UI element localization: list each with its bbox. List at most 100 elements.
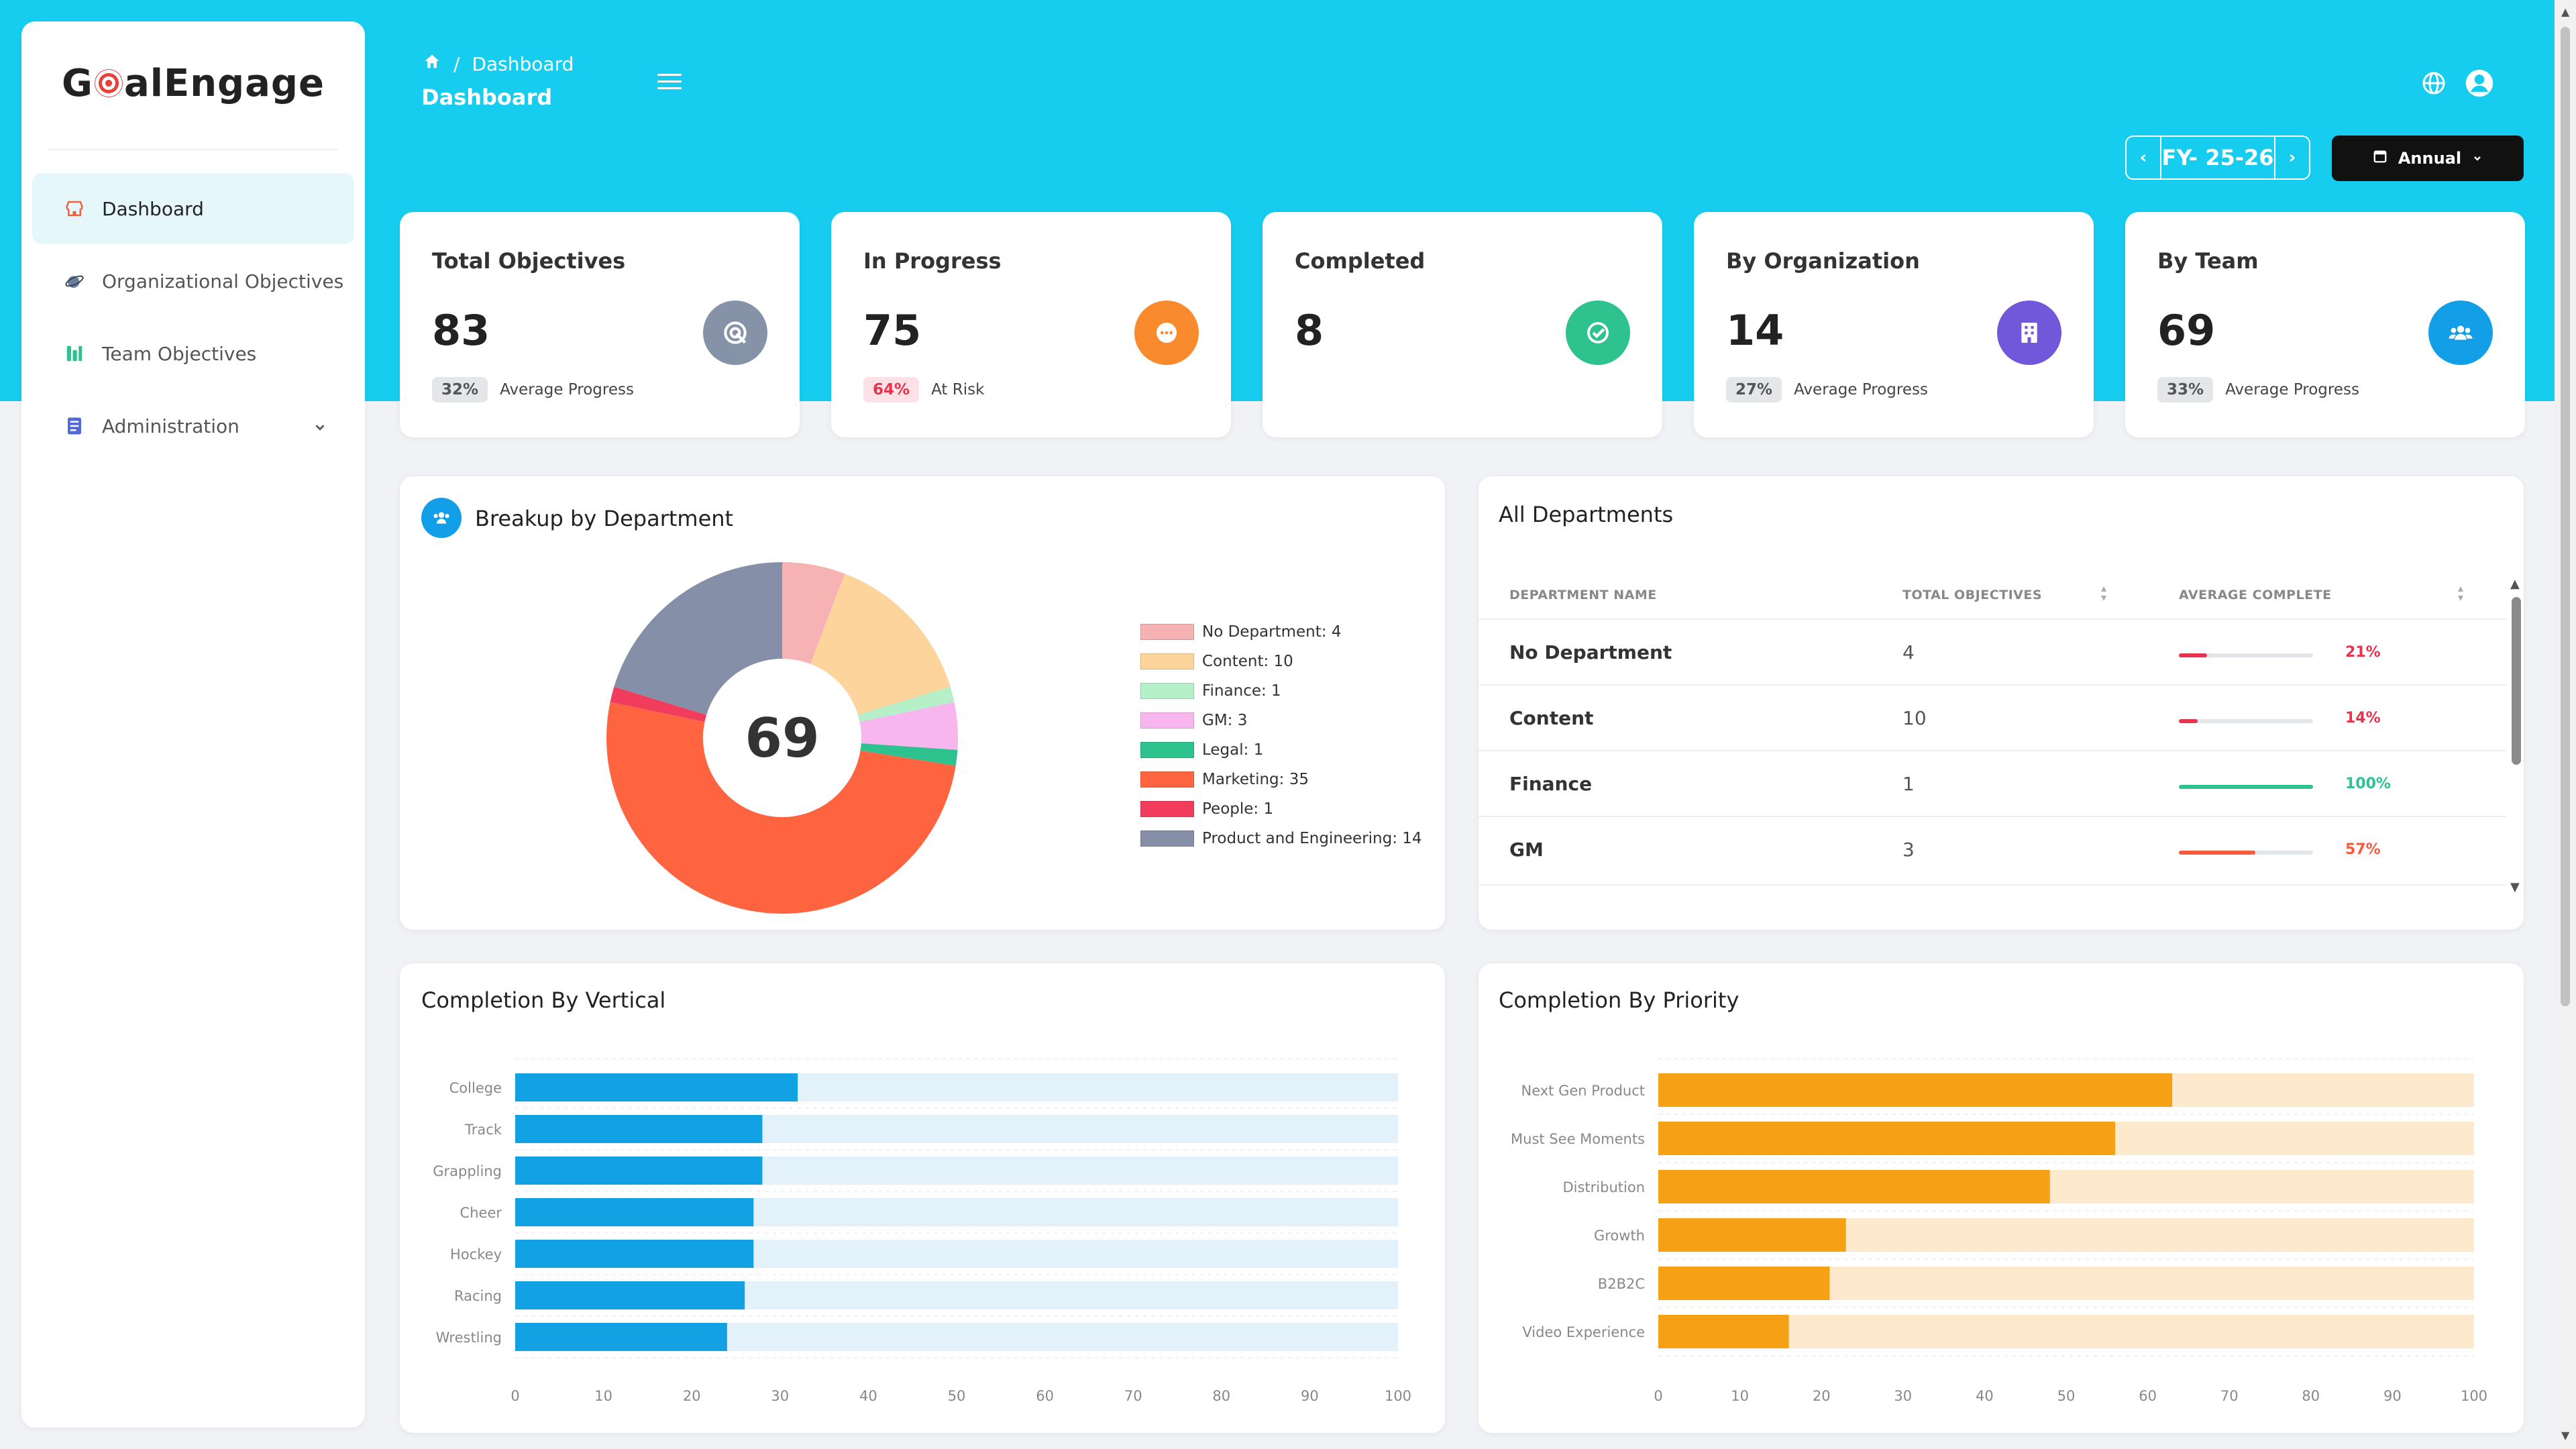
category-label: Cheer [460,1205,502,1221]
team-icon [421,498,462,538]
legend-item[interactable]: Legal: 1 [1140,735,1422,765]
fiscal-year-label[interactable]: FY- 25-26 [2160,137,2275,178]
card-title: Completion By Vertical [421,987,666,1013]
completion-by-vertical-card: Completion By Vertical College Track Grapp… [400,963,1445,1433]
legend-swatch [1140,653,1194,669]
tick-label: 10 [594,1388,612,1404]
progress-track [2179,785,2313,789]
table-divider [1479,884,2506,885]
tick-label: 30 [1894,1388,1912,1404]
scroll-thumb[interactable] [2512,597,2521,765]
bar[interactable] [515,1073,798,1102]
tick-label: 90 [2383,1388,2402,1404]
sort-icon[interactable]: ▴ ▾ [2101,582,2107,604]
stat-card-total-objectives[interactable]: Total Objectives 83 32% Average Progress [400,212,800,437]
category-label: Wrestling [436,1330,502,1346]
bar[interactable] [1658,1073,2173,1107]
legend-item[interactable]: Product and Engineering: 14 [1140,824,1422,853]
table-scrollbar[interactable]: ▲ ▼ [2508,577,2521,899]
stat-card-completed[interactable]: Completed 8 [1263,212,1662,437]
column-header-average-complete[interactable]: AVERAGE COMPLETE [2179,588,2332,602]
stat-card-by-team[interactable]: By Team 69 33% Average Progress [2125,212,2525,437]
sidebar-item-team-objectives[interactable]: Team Objectives [32,318,354,389]
average-complete: 21% [2345,644,2381,661]
legend-swatch [1140,742,1194,758]
progress-fill [2179,851,2255,855]
scroll-up-icon[interactable]: ▲ [2510,577,2520,591]
globe-icon[interactable] [2422,71,2446,98]
legend-item[interactable]: Marketing: 35 [1140,765,1422,794]
department-donut-chart: 69 [606,562,958,914]
period-dropdown[interactable]: Annual [2332,136,2524,181]
page-scrollbar[interactable]: ▲ ▼ [2555,0,2576,1449]
bar[interactable] [515,1157,763,1185]
breadcrumb-current: Dashboard [472,53,574,75]
breakup-by-department-card: Breakup by Department 69 No Department: … [400,476,1445,930]
legend-item[interactable]: People: 1 [1140,794,1422,824]
bar[interactable] [1658,1315,1789,1348]
chevron-down-icon [2472,149,2483,168]
chevron-right-icon[interactable]: › [2288,148,2296,168]
progress-track [2179,851,2313,855]
tick-label: 70 [1124,1388,1142,1404]
legend-item[interactable]: Finance: 1 [1140,676,1422,706]
scroll-down-icon[interactable]: ▼ [2510,880,2520,894]
bar[interactable] [1658,1218,1846,1252]
bar[interactable] [515,1281,745,1309]
category-label: Growth [1594,1228,1645,1244]
bar[interactable] [515,1323,727,1351]
bar[interactable] [515,1240,754,1268]
bar[interactable] [1658,1170,2050,1203]
completion-by-vertical-chart: College Track Grappling Cheer Hockey Racing Wr… [433,1058,1411,1404]
home-icon[interactable] [423,52,441,76]
scroll-up-icon[interactable]: ▲ [2561,5,2570,18]
document-icon [64,416,85,436]
category-label: Video Experience [1522,1324,1645,1340]
table-row[interactable]: Finance 1 100% [1479,750,2506,816]
legend-item[interactable]: No Department: 4 [1140,617,1422,647]
stat-value: 69 [2157,306,2216,355]
table-row[interactable]: Content 10 14% [1479,684,2506,750]
column-header-department-name[interactable]: DEPARTMENT NAME [1509,588,1657,602]
legend-label: GM: 3 [1202,712,1248,729]
category-label: Track [464,1122,502,1138]
average-complete: 14% [2345,710,2381,727]
scroll-down-icon[interactable]: ▼ [2561,1429,2570,1442]
category-label: Next Gen Product [1521,1083,1645,1099]
chevron-left-icon[interactable]: ‹ [2139,148,2147,168]
legend-swatch [1140,624,1194,640]
column-header-total-objectives[interactable]: TOTAL OBJECTIVES [1902,588,2043,602]
sidebar-item-dashboard[interactable]: Dashboard [32,173,354,244]
total-objectives: 3 [1902,839,1915,861]
user-avatar-icon[interactable] [2465,68,2494,101]
breadcrumb: / Dashboard [423,52,574,76]
bar[interactable] [515,1115,763,1143]
tick-label: 80 [2302,1388,2320,1404]
bar[interactable] [515,1198,754,1226]
bar[interactable] [1658,1267,1830,1300]
tick-label: 90 [1301,1388,1319,1404]
legend-item[interactable]: Content: 10 [1140,647,1422,676]
target-icon [703,301,767,365]
table-row[interactable]: GM 3 57% [1479,816,2506,881]
sidebar-item-label: Dashboard [102,197,204,220]
stat-card-by-organization[interactable]: By Organization 14 27% Average Progress [1694,212,2094,437]
department-name: Content [1509,707,1594,729]
legend-item[interactable]: GM: 3 [1140,706,1422,735]
sort-icon[interactable]: ▴ ▾ [2458,582,2464,604]
menu-icon[interactable] [656,71,683,95]
sidebar-item-label: Administration [102,415,239,437]
legend-label: Marketing: 35 [1202,771,1309,788]
page-scroll-thumb[interactable] [2561,27,2570,1006]
bar[interactable] [1658,1122,2115,1155]
page-title: Dashboard [421,85,553,110]
legend-label: Product and Engineering: 14 [1202,830,1422,847]
all-departments-card: All Departments DEPARTMENT NAME TOTAL OB… [1479,476,2524,930]
stat-card-in-progress[interactable]: In Progress 75 64% At Risk [831,212,1231,437]
sidebar-item-administration[interactable]: Administration [32,390,354,462]
sidebar-item-organizational-objectives[interactable]: Organizational Objectives [32,246,354,317]
table-row[interactable]: No Department 4 21% [1479,619,2506,684]
tick-label: 50 [948,1388,966,1404]
legend-swatch [1140,771,1194,788]
